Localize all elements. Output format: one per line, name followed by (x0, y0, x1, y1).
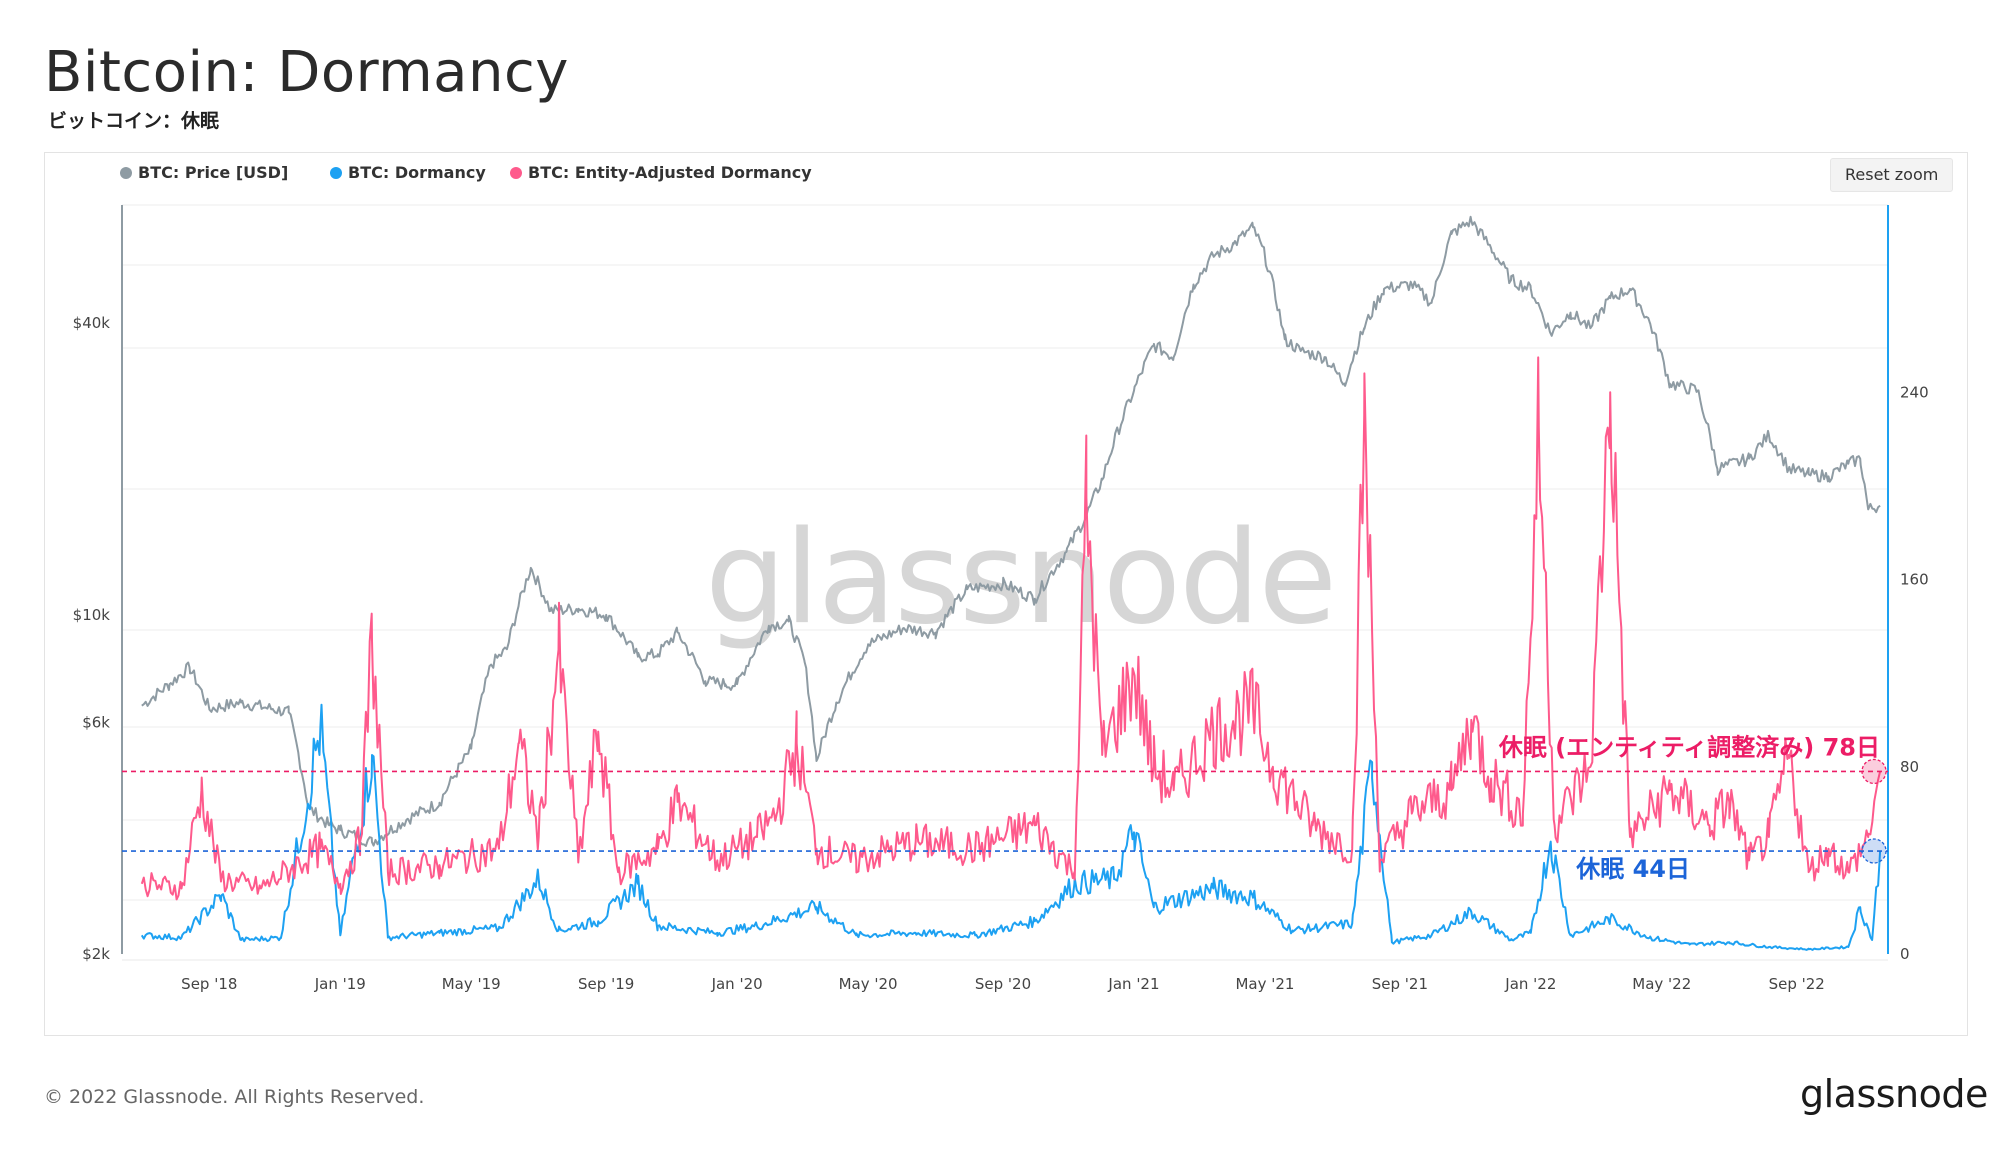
legend-label: BTC: Entity-Adjusted Dormancy (528, 163, 812, 182)
left-axis-tick-label: $2k (82, 945, 110, 963)
series-line (141, 215, 1881, 847)
x-axis-tick-label: Sep '19 (578, 975, 634, 993)
series-layer (140, 215, 1882, 951)
legend[interactable]: BTC: Price [USD] BTC: Dormancy BTC: Entity… (120, 163, 812, 182)
x-axis-tick-label: Jan '22 (1504, 975, 1556, 993)
x-axis-tick-label: Jan '19 (314, 975, 366, 993)
x-axis-tick-label: Sep '20 (975, 975, 1031, 993)
legend-marker (120, 167, 132, 179)
reference-label: 休眠 44日 (1575, 855, 1690, 883)
x-axis-tick-label: Jan '21 (1107, 975, 1159, 993)
x-axis-tick-label: Sep '18 (181, 975, 237, 993)
legend-item[interactable]: BTC: Entity-Adjusted Dormancy (510, 163, 812, 182)
series-line (140, 703, 1882, 951)
series-line (140, 356, 1882, 901)
legend-marker (510, 167, 522, 179)
legend-label: BTC: Price [USD] (138, 163, 288, 182)
grid (122, 204, 1888, 901)
axes: $2k $6k $10k $40k 0 80 160 240 Sep '18 Jan '19 May… (73, 205, 1929, 993)
x-axis-tick-label: Sep '21 (1372, 975, 1428, 993)
right-axis-tick-label: 0 (1900, 945, 1910, 963)
x-axis-tick-label: May '20 (839, 975, 898, 993)
page-subtitle: ビットコイン：休眠 (48, 110, 220, 132)
legend-item[interactable]: BTC: Price [USD] (120, 163, 288, 182)
page-title: Bitcoin: Dormancy (44, 40, 569, 105)
chart-panel (44, 152, 1968, 1036)
footer-copyright: © 2022 Glassnode. All Rights Reserved. (44, 1086, 425, 1108)
x-axis-tick-label: May '21 (1235, 975, 1294, 993)
x-axis-tick-label: Jan '20 (711, 975, 763, 993)
x-axis-tick-label: May '22 (1632, 975, 1691, 993)
reference-marker (1861, 838, 1887, 864)
right-axis-tick-label: 240 (1900, 383, 1929, 401)
reference-label: 休眠 (エンティティ調整済み) 78日 (1498, 733, 1880, 761)
left-axis-tick-label: $40k (73, 314, 111, 332)
footer-logo: glassnode (1800, 1072, 1988, 1116)
reference-marker (1861, 758, 1887, 785)
right-axis-tick-label: 80 (1900, 758, 1919, 776)
legend-item[interactable]: BTC: Dormancy (330, 163, 486, 182)
left-axis-tick-label: $6k (82, 714, 110, 732)
watermark: glassnode (705, 504, 1335, 653)
reset-zoom-button[interactable]: Reset zoom (1830, 158, 1954, 192)
right-axis-tick-label: 160 (1900, 571, 1929, 589)
x-axis-tick-label: Sep '22 (1769, 975, 1825, 993)
left-axis-tick-label: $10k (73, 606, 111, 624)
legend-label: BTC: Dormancy (348, 163, 486, 182)
legend-marker (330, 167, 342, 179)
x-axis-tick-label: May '19 (442, 975, 501, 993)
